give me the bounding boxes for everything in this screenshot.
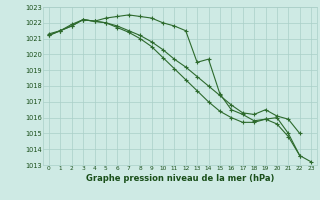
- X-axis label: Graphe pression niveau de la mer (hPa): Graphe pression niveau de la mer (hPa): [86, 174, 274, 183]
